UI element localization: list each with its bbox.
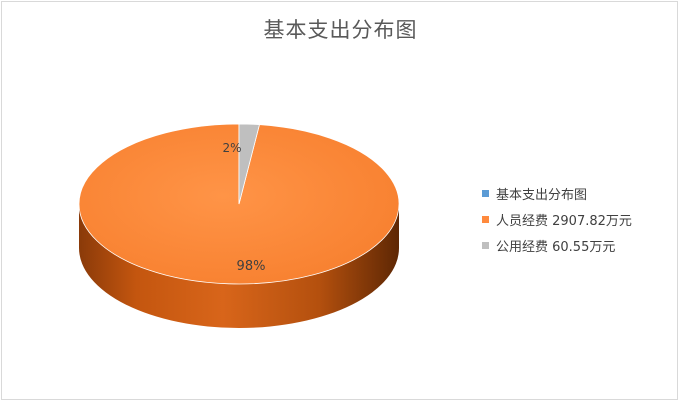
legend-swatch-gray	[482, 241, 489, 249]
legend-item-public: 公用经费 60.55万元	[482, 232, 632, 258]
legend-label: 人员经费 2907.82万元	[496, 213, 632, 229]
legend-label: 基本支出分布图	[496, 187, 588, 203]
pie-slice-public	[238, 123, 260, 205]
pie-slices	[78, 123, 400, 328]
legend-item-personnel: 人员经费 2907.82万元	[482, 206, 632, 232]
legend-item-title: 基本支出分布图	[482, 180, 632, 206]
pie-side-wall	[79, 204, 399, 328]
chart-legend: 基本支出分布图 人员经费 2907.82万元 公用经费 60.55万元	[482, 180, 632, 258]
legend-swatch-blue	[482, 189, 489, 197]
legend-swatch-orange	[482, 215, 489, 223]
chart-title: 基本支出分布图	[263, 18, 418, 42]
data-label-public: 2%	[222, 141, 241, 155]
pie-data-labels: 98% 2%	[222, 141, 265, 274]
data-label-personnel: 98%	[237, 259, 266, 274]
legend-label: 公用经费 60.55万元	[496, 239, 616, 255]
